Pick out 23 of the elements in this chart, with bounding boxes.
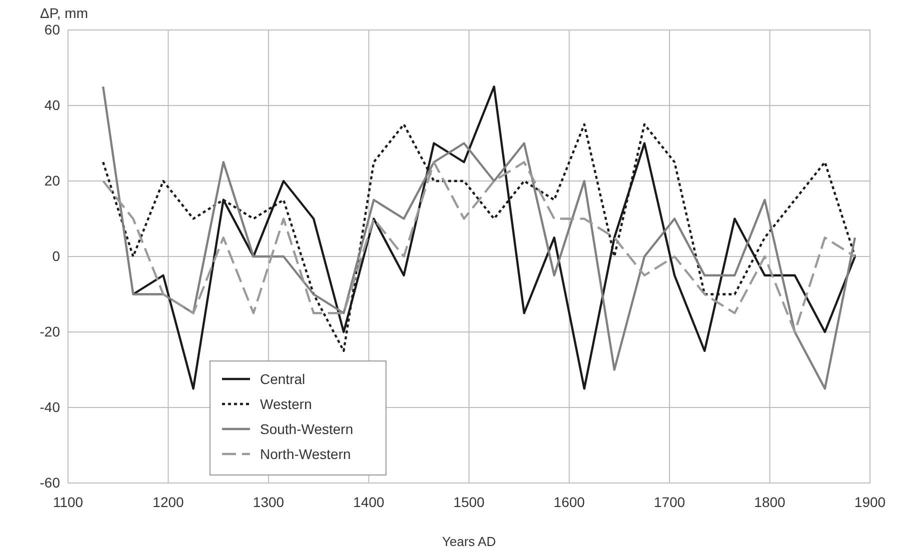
x-tick-label: 1900 (854, 494, 886, 510)
x-tick-label: 1800 (754, 494, 786, 510)
y-tick-label: -60 (40, 474, 60, 490)
line-series (102, 161, 856, 334)
legend-label: South-Western (260, 421, 354, 437)
x-tick-label: 1400 (353, 494, 385, 510)
y-tick-label: -20 (40, 323, 60, 340)
x-tick-label: 1700 (654, 494, 686, 510)
legend-label: Central (260, 371, 306, 387)
legend-label: North-Western (260, 446, 351, 462)
x-tick-label: 1200 (152, 494, 184, 510)
x-tick-label: 1300 (252, 494, 284, 510)
y-tick-label: 40 (44, 96, 60, 113)
y-tick-label: 20 (44, 172, 60, 188)
x-tick-label: 1600 (554, 494, 586, 510)
y-tick-label: 60 (44, 21, 60, 38)
y-axis-title: ΔP, mm (40, 5, 88, 21)
x-axis-title: Years AD (442, 534, 496, 549)
x-tick-label: 1100 (52, 494, 84, 510)
legend-label: Western (260, 396, 312, 412)
y-tick-label: 0 (52, 248, 60, 264)
x-tick-label: 1500 (453, 494, 485, 510)
y-tick-label: -40 (40, 398, 60, 415)
